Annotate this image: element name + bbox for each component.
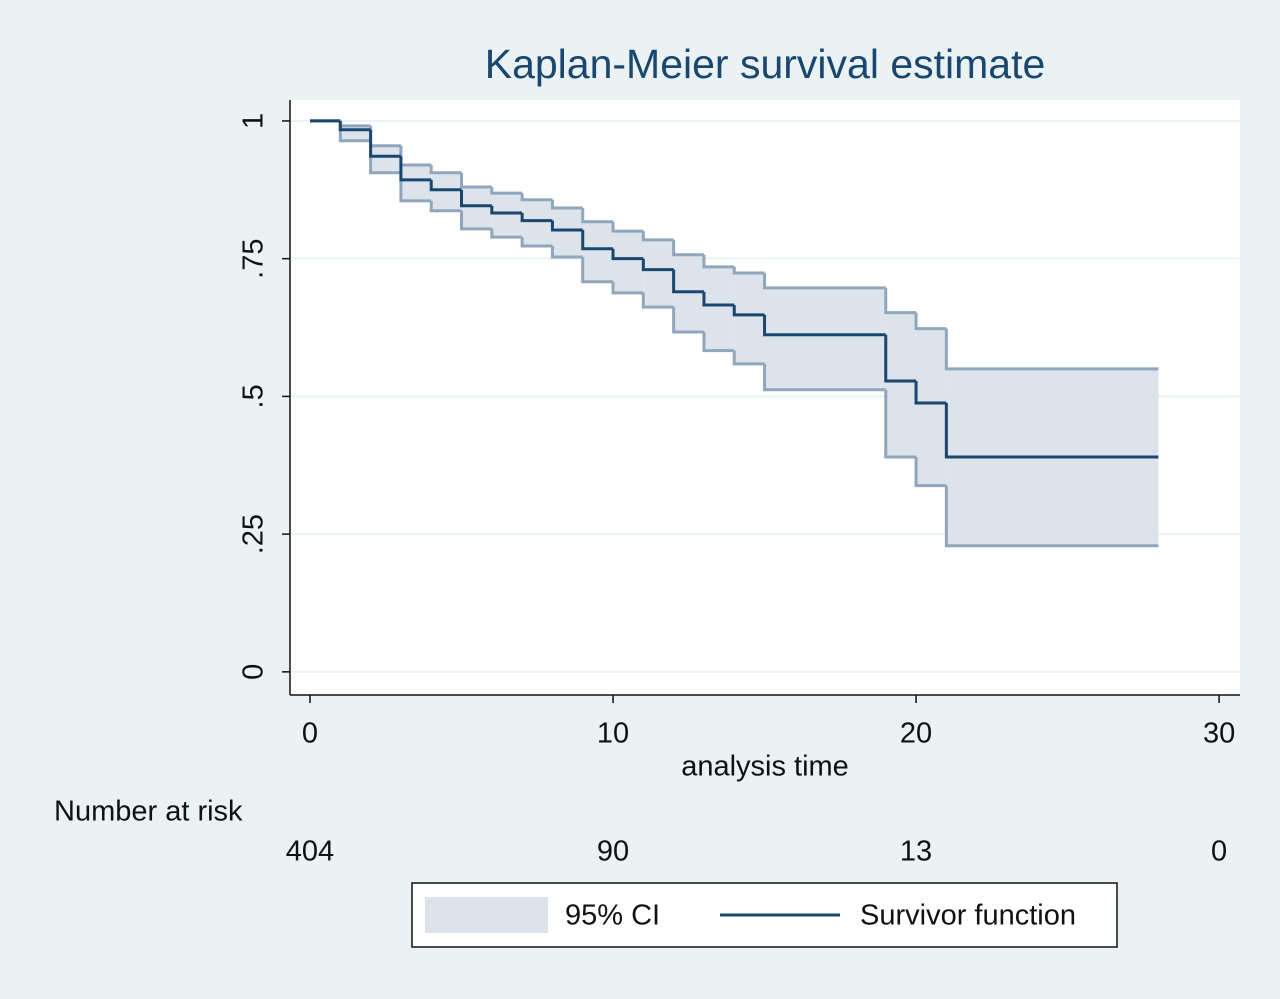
ci-upper-step bbox=[641, 231, 674, 242]
ci-upper-step bbox=[914, 312, 947, 331]
ci-lower-step bbox=[460, 210, 492, 231]
ci-band bbox=[734, 272, 765, 364]
ci-band bbox=[491, 193, 523, 238]
ci-lower-step bbox=[581, 257, 614, 284]
ci-lower-step bbox=[520, 237, 553, 248]
risk-value: 0 bbox=[1211, 836, 1227, 868]
ci-upper-step bbox=[702, 254, 735, 269]
y-tick-label: .25 bbox=[238, 514, 270, 554]
x-tick-label: 20 bbox=[900, 718, 932, 750]
survivor-step bbox=[520, 212, 553, 223]
ci-band bbox=[340, 125, 371, 141]
survivor-step bbox=[399, 156, 432, 182]
ci-band bbox=[582, 221, 614, 282]
y-tick-label: .5 bbox=[238, 384, 270, 408]
survivor-step bbox=[914, 380, 947, 405]
survivor-step bbox=[672, 269, 704, 294]
ci-band bbox=[643, 239, 674, 308]
ci-lower-step bbox=[611, 281, 644, 295]
ci-upper-step bbox=[429, 165, 462, 175]
risk-value: 404 bbox=[286, 836, 334, 868]
survivor-step bbox=[338, 120, 371, 132]
survivor-step bbox=[884, 334, 917, 383]
ci-band bbox=[764, 287, 886, 390]
ci-upper-step bbox=[550, 199, 583, 210]
ci-lower-step bbox=[763, 363, 886, 392]
survivor-step bbox=[490, 205, 523, 215]
survivor-step bbox=[550, 220, 583, 232]
ci-band bbox=[552, 207, 583, 258]
survivor-step bbox=[763, 314, 886, 337]
ci-upper-step bbox=[490, 187, 523, 195]
survivor-step bbox=[581, 230, 614, 251]
ci-lower-step bbox=[732, 350, 765, 366]
ci-upper-step bbox=[611, 221, 644, 233]
ci-upper-step bbox=[460, 172, 492, 189]
x-tick-label: 10 bbox=[597, 718, 629, 750]
legend-label: Survivor function bbox=[860, 900, 1076, 932]
ci-band bbox=[522, 199, 553, 246]
survivor-step bbox=[369, 129, 401, 158]
ci-upper-step bbox=[672, 239, 704, 257]
survivor-step bbox=[641, 258, 674, 272]
survivor-step bbox=[429, 179, 462, 192]
x-tick-label: 0 bbox=[302, 718, 318, 750]
ci-band bbox=[916, 328, 947, 486]
survivor-step bbox=[944, 403, 1159, 459]
ci-lower-step bbox=[550, 245, 583, 259]
x-axis-label: analysis time bbox=[681, 751, 849, 783]
survivor-step bbox=[611, 248, 644, 261]
ci-band bbox=[400, 165, 432, 201]
ci-upper-step bbox=[581, 207, 614, 224]
ci-band bbox=[885, 312, 917, 457]
y-tick-label: 0 bbox=[238, 664, 270, 680]
y-tick-label: .75 bbox=[238, 239, 270, 279]
ci-lower-step bbox=[672, 307, 704, 334]
ci-band bbox=[431, 172, 462, 211]
ci-band bbox=[673, 254, 704, 332]
ci-lower-step bbox=[884, 389, 917, 459]
ci-lower-step bbox=[702, 331, 735, 353]
ci-band bbox=[370, 145, 401, 173]
ci-lower-step bbox=[429, 200, 462, 213]
ci-upper-step bbox=[763, 272, 886, 290]
legend-label: 95% CI bbox=[565, 900, 660, 932]
legend-swatch-ci bbox=[425, 897, 548, 933]
risk-title: Number at risk bbox=[54, 796, 243, 828]
survivor-step bbox=[460, 189, 492, 208]
risk-value: 90 bbox=[597, 836, 629, 868]
chart-title: Kaplan-Meier survival estimate bbox=[485, 41, 1046, 87]
survivor-step bbox=[732, 304, 765, 317]
survivor-step bbox=[702, 291, 735, 307]
ci-lower-step bbox=[490, 228, 523, 239]
ci-lower-step bbox=[944, 485, 1159, 548]
ci-upper-step bbox=[884, 287, 917, 315]
ci-lower-step bbox=[641, 292, 674, 309]
y-tick-label: 1 bbox=[238, 113, 270, 129]
ci-band bbox=[613, 231, 644, 293]
ci-lower-step bbox=[914, 457, 947, 488]
ci-lower-step bbox=[399, 172, 432, 203]
ci-upper-step bbox=[944, 328, 1159, 371]
x-tick-label: 30 bbox=[1203, 718, 1235, 750]
ci-band bbox=[703, 266, 735, 351]
ci-upper-step bbox=[732, 266, 765, 275]
risk-value: 13 bbox=[900, 836, 932, 868]
ci-band bbox=[461, 187, 492, 229]
ci-upper-step bbox=[520, 193, 553, 202]
